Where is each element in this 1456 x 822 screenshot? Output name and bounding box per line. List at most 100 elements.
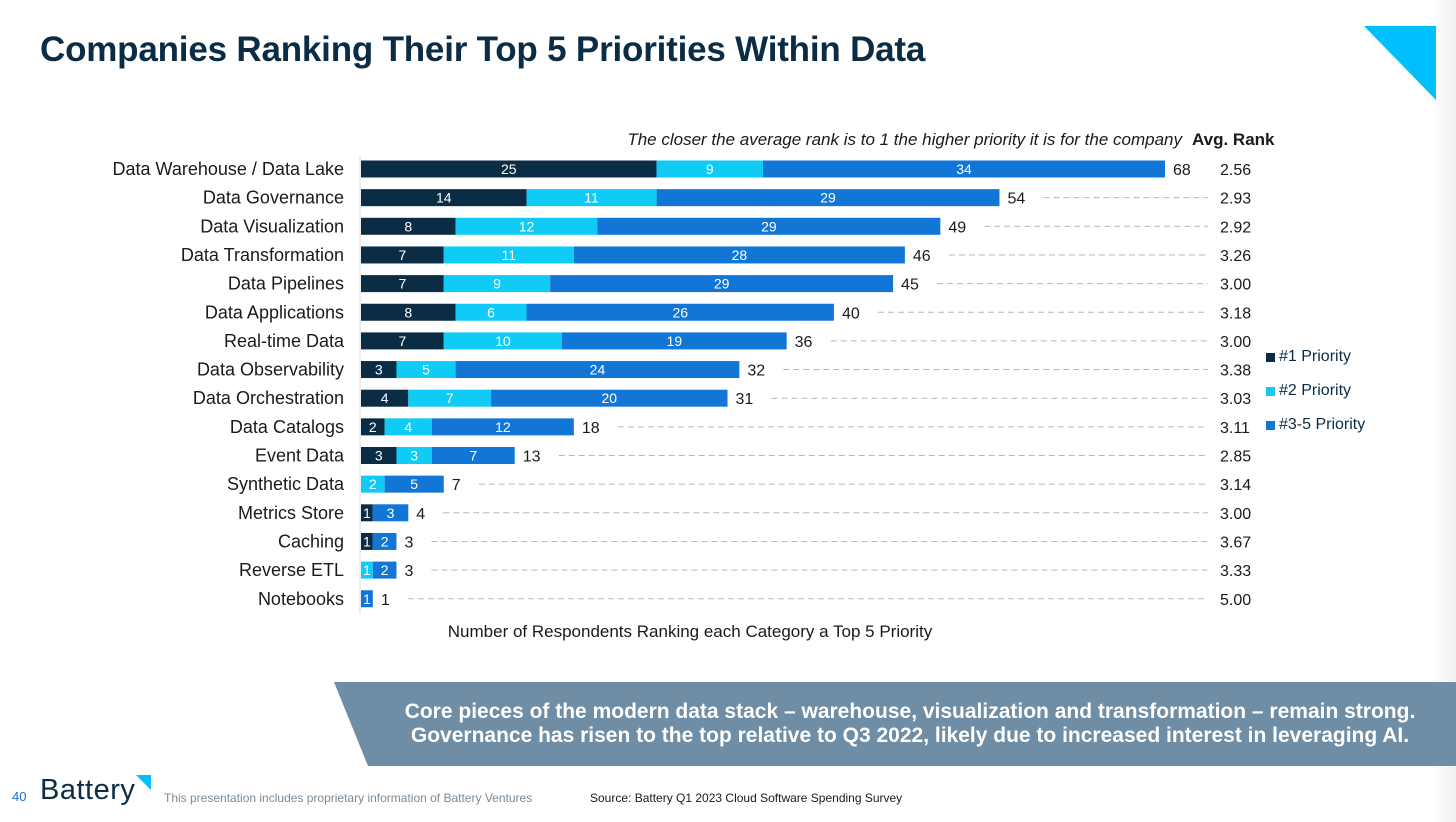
segment-value-label: 28 [732,247,748,263]
segment-value-label: 5 [422,362,430,378]
segment-value-label: 34 [956,161,972,177]
avg-rank-value: 2.56 [1220,162,1251,179]
avg-rank-value: 2.85 [1220,449,1251,466]
footer-disclaimer: This presentation includes proprietary i… [164,791,533,805]
total-value-label: 13 [523,449,541,466]
total-value-label: 7 [452,477,461,494]
bar-segment [361,590,373,608]
callout-line-1: Core pieces of the modern data stack – w… [404,700,1416,723]
bar-segment [562,332,787,350]
segment-value-label: 8 [404,218,412,234]
bar-segment [763,160,1165,178]
page-number: 40 [12,789,27,804]
legend-swatch [1266,352,1275,362]
total-value-label: 68 [1173,162,1191,179]
bar-segment [550,275,894,293]
bar-segment [361,332,444,350]
category-label: Metrics Store [238,503,344,523]
category-label: Notebooks [258,589,344,609]
segment-value-label: 1 [363,505,371,521]
total-value-label: 36 [795,334,813,351]
segment-value-label: 5 [410,476,418,492]
callout-text: Core pieces of the modern data stack – w… [394,700,1426,748]
category-label: Caching [278,531,344,551]
total-value-label: 18 [582,420,600,437]
legend-label: #2 Priority [1279,382,1352,399]
bar-segment [361,217,456,235]
total-value-label: 32 [747,363,765,380]
category-label: Event Data [255,446,345,466]
bar-segment [443,246,574,264]
total-value-label: 31 [736,391,754,408]
segment-value-label: 8 [404,304,412,320]
legend-item-2: #2 Priority [1266,374,1365,408]
bar-segment [597,217,941,235]
bar-segment [361,504,373,522]
category-label: Data Visualization [200,216,344,236]
total-value-label: 49 [948,219,966,236]
category-label: Data Applications [205,302,344,322]
total-value-label: 40 [842,305,860,322]
segment-value-label: 4 [381,390,389,406]
avg-rank-value: 3.67 [1220,534,1251,551]
segment-value-label: 14 [436,190,452,206]
bar-segment [361,447,397,464]
key-takeaway-callout: Core pieces of the modern data stack – w… [334,682,1456,766]
bar-segment [455,217,598,235]
legend-label: #1 Priority [1279,348,1352,365]
segment-value-label: 12 [519,218,535,234]
segment-value-label: 3 [387,505,395,521]
segment-value-label: 4 [404,419,412,435]
bar-segment [431,418,574,436]
bar-segment [361,189,527,207]
segment-value-label: 9 [493,276,501,292]
avg-rank-value: 3.26 [1220,248,1251,265]
avg-rank-value: 2.93 [1220,191,1251,208]
category-label: Reverse ETL [239,560,344,580]
corner-triangle-icon [1364,26,1436,100]
legend-item-3: #3-5 Priority [1266,408,1365,442]
segment-value-label: 3 [375,448,383,464]
source-note: Source: Battery Q1 2023 Cloud Software S… [590,791,903,805]
total-value-label: 3 [404,563,413,580]
battery-logo: Battery [40,774,136,806]
chart-legend: #1 Priority #2 Priority #3-5 Priority [1266,340,1365,442]
page-title: Companies Ranking Their Top 5 Priorities… [40,30,926,69]
category-label: Data Orchestration [193,388,344,408]
bar-segment [384,475,444,493]
avg-rank-value: 3.03 [1220,391,1251,408]
x-axis-label: Number of Respondents Ranking each Categ… [448,622,933,641]
avg-rank-value: 3.38 [1220,363,1251,380]
segment-value-label: 19 [667,333,683,349]
segment-value-label: 3 [410,448,418,464]
bar-segment [372,561,397,579]
avg-rank-header: Avg. Rank [1192,130,1275,149]
total-value-label: 45 [901,277,919,294]
avg-rank-value: 3.14 [1220,477,1251,494]
segment-value-label: 7 [398,333,406,349]
chart-subtitle: The closer the average rank is to 1 the … [627,130,1183,149]
bar-segment [372,532,397,550]
bar-segment [361,246,444,264]
bar-segment [361,418,385,436]
bar-segment [361,303,456,321]
avg-rank-value: 3.33 [1220,563,1251,580]
segment-value-label: 7 [446,390,454,406]
bar-segment [361,160,657,178]
segment-value-label: 2 [381,562,389,578]
bar-segment [372,504,409,522]
total-value-label: 4 [416,506,425,523]
segment-value-label: 2 [381,533,389,549]
bar-segment [361,532,373,550]
category-label: Data Observability [197,360,344,380]
segment-value-label: 1 [363,591,371,607]
segment-value-label: 1 [363,533,371,549]
category-label: Data Catalogs [230,417,344,437]
segment-value-label: 20 [602,390,618,406]
bar-segment [455,361,740,379]
bar-segment [443,332,562,350]
bar-segment [656,160,763,178]
segment-value-label: 29 [761,218,777,234]
total-value-label: 3 [404,534,413,551]
